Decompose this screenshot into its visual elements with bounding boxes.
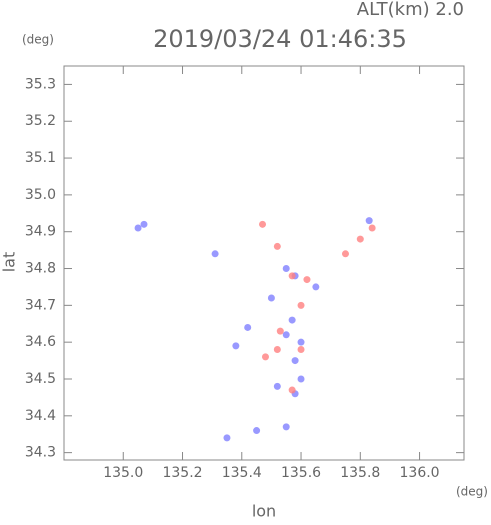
radar-echo bbox=[211, 250, 219, 258]
radar-echo bbox=[282, 423, 290, 431]
x-tick-label: 135.8 bbox=[340, 465, 380, 481]
radar-echo bbox=[297, 301, 305, 309]
x-tick-label: 135.4 bbox=[222, 465, 262, 481]
y-tick-label: 34.9 bbox=[25, 224, 56, 240]
radar-echo bbox=[259, 220, 267, 228]
y-tick-label: 34.8 bbox=[25, 261, 56, 277]
y-tick-label: 34.3 bbox=[25, 445, 56, 461]
radar-echo bbox=[253, 427, 261, 435]
radar-echo bbox=[297, 375, 305, 383]
radar-echo bbox=[356, 235, 364, 243]
x-axis-label: lon bbox=[252, 502, 276, 521]
y-tick-label: 34.5 bbox=[25, 371, 56, 387]
x-tick-label: 135.6 bbox=[281, 465, 321, 481]
x-unit: (deg) bbox=[456, 485, 488, 499]
radar-echo bbox=[267, 294, 275, 302]
plot-frame bbox=[63, 65, 465, 461]
header: ALT(km) 2.0 bbox=[357, 0, 464, 20]
y-tick-label: 34.7 bbox=[25, 297, 56, 313]
y-tick-label: 34.6 bbox=[25, 334, 56, 350]
radar-echo bbox=[312, 283, 320, 291]
radar-echo bbox=[134, 224, 142, 232]
radar-echo bbox=[297, 346, 305, 354]
y-tick-label: 35.1 bbox=[25, 150, 56, 166]
radar-echo bbox=[276, 327, 284, 335]
radar-echo bbox=[273, 382, 281, 390]
y-unit: (deg) bbox=[22, 33, 54, 47]
y-tick-label: 35.0 bbox=[25, 187, 56, 203]
radar-echo bbox=[365, 217, 373, 225]
radar-echo bbox=[223, 434, 231, 442]
y-axis-label: lat bbox=[0, 252, 19, 273]
radar-echo bbox=[261, 353, 269, 361]
x-tick-label: 135.0 bbox=[103, 465, 143, 481]
radar-echo bbox=[291, 357, 299, 365]
radar-echo bbox=[288, 316, 296, 324]
radar-echo bbox=[288, 386, 296, 394]
radar-echo bbox=[341, 250, 349, 258]
x-tick-label: 135.2 bbox=[162, 465, 202, 481]
chart-title: 2019/03/24 01:46:35 bbox=[153, 25, 407, 53]
radar-echo bbox=[232, 342, 240, 350]
y-tick-label: 35.3 bbox=[25, 76, 56, 92]
radar-echo bbox=[288, 272, 296, 280]
radar-echo bbox=[140, 220, 148, 228]
radar-echo bbox=[282, 265, 290, 273]
radar-echo bbox=[297, 338, 305, 346]
radar-echo bbox=[282, 331, 290, 339]
radar-echo bbox=[368, 224, 376, 232]
radar-echo bbox=[303, 276, 311, 284]
radar-echo bbox=[273, 242, 281, 250]
y-tick-label: 34.4 bbox=[25, 408, 56, 424]
y-tick-label: 35.2 bbox=[25, 113, 56, 129]
radar-echo bbox=[273, 346, 281, 354]
radar-echo bbox=[244, 323, 252, 331]
x-tick-label: 136.0 bbox=[400, 465, 440, 481]
